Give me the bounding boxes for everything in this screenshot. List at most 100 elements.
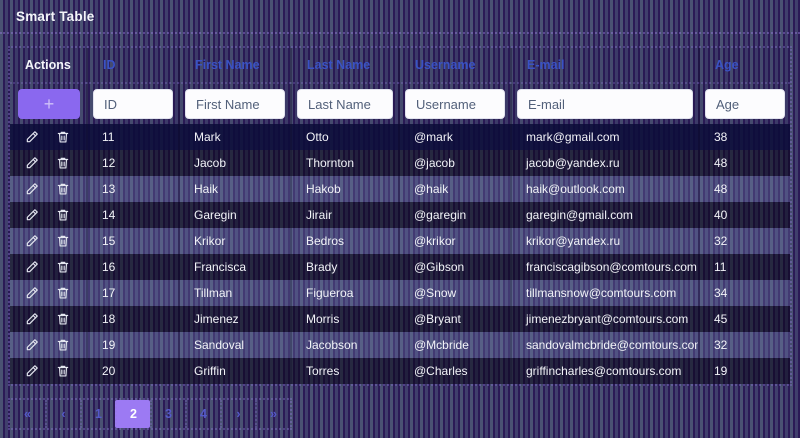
- edit-row-button[interactable]: [24, 286, 39, 301]
- delete-row-button[interactable]: [55, 312, 70, 327]
- row-actions-cell: [10, 176, 86, 202]
- table-row[interactable]: 16 Francisca Brady @Gibson franciscagibs…: [10, 254, 790, 280]
- row-actions-cell: [10, 202, 86, 228]
- delete-row-button[interactable]: [55, 364, 70, 379]
- table-row[interactable]: 20 Griffin Torres @Charles griffincharle…: [10, 358, 790, 384]
- row-actions-cell: [10, 280, 86, 306]
- cell-username: @Bryant: [398, 306, 510, 332]
- delete-row-button[interactable]: [55, 286, 70, 301]
- cell-username: @mark: [398, 124, 510, 150]
- cell-age: 45: [698, 306, 790, 332]
- cell-last-name: Bedros: [290, 228, 398, 254]
- cell-username: @krikor: [398, 228, 510, 254]
- cell-age: 11: [698, 254, 790, 280]
- row-actions-cell: [10, 228, 86, 254]
- delete-row-button[interactable]: [55, 260, 70, 275]
- cell-first-name: Haik: [178, 176, 290, 202]
- table-row[interactable]: 15 Krikor Bedros @krikor krikor@yandex.r…: [10, 228, 790, 254]
- edit-row-button[interactable]: [24, 208, 39, 223]
- cell-first-name: Francisca: [178, 254, 290, 280]
- cell-id: 16: [86, 254, 178, 280]
- column-header-username[interactable]: Username: [398, 48, 510, 82]
- cell-age: 40: [698, 202, 790, 228]
- column-header-last-name[interactable]: Last Name: [290, 48, 398, 82]
- delete-row-button[interactable]: [55, 234, 70, 249]
- cell-id: 18: [86, 306, 178, 332]
- table-row[interactable]: 14 Garegin Jirair @garegin garegin@gmail…: [10, 202, 790, 228]
- edit-row-button[interactable]: [24, 364, 39, 379]
- delete-row-button[interactable]: [55, 208, 70, 223]
- pagination-next[interactable]: ›: [220, 400, 255, 428]
- trash-icon: [56, 260, 70, 274]
- filter-input-age[interactable]: [705, 89, 785, 119]
- edit-row-button[interactable]: [24, 260, 39, 275]
- cell-last-name: Jirair: [290, 202, 398, 228]
- trash-icon: [56, 312, 70, 326]
- column-header-email[interactable]: E-mail: [510, 48, 698, 82]
- pagination-page-2[interactable]: 2: [115, 400, 150, 428]
- pagination-page-4[interactable]: 4: [185, 400, 220, 428]
- cell-email: mark@gmail.com: [510, 124, 698, 150]
- cell-last-name: Thornton: [290, 150, 398, 176]
- cell-first-name: Jimenez: [178, 306, 290, 332]
- cell-username: @Mcbride: [398, 332, 510, 358]
- filter-input-email[interactable]: [517, 89, 693, 119]
- cell-id: 14: [86, 202, 178, 228]
- filter-input-last-name[interactable]: [297, 89, 393, 119]
- table-row[interactable]: 12 Jacob Thornton @jacob jacob@yandex.ru…: [10, 150, 790, 176]
- cell-email: jimenezbryant@comtours.com: [510, 306, 698, 332]
- table-row[interactable]: 11 Mark Otto @mark mark@gmail.com 38: [10, 124, 790, 150]
- pagination-last[interactable]: »: [255, 400, 290, 428]
- column-header-first-name[interactable]: First Name: [178, 48, 290, 82]
- cell-id: 20: [86, 358, 178, 384]
- edit-row-button[interactable]: [24, 182, 39, 197]
- smart-table-panel: Actions ID First Name Last Name Username…: [8, 46, 792, 386]
- edit-row-button[interactable]: [24, 234, 39, 249]
- cell-email: griffincharles@comtours.com: [510, 358, 698, 384]
- cell-first-name: Tillman: [178, 280, 290, 306]
- cell-last-name: Hakob: [290, 176, 398, 202]
- column-header-age[interactable]: Age: [698, 48, 790, 82]
- add-row-button[interactable]: +: [18, 89, 80, 119]
- trash-icon: [56, 338, 70, 352]
- titlebar: Smart Table: [0, 0, 800, 34]
- pagination-page-3[interactable]: 3: [150, 400, 185, 428]
- cell-id: 13: [86, 176, 178, 202]
- cell-last-name: Figueroa: [290, 280, 398, 306]
- filter-input-first-name[interactable]: [185, 89, 285, 119]
- pagination-page-1[interactable]: 1: [80, 400, 115, 428]
- edit-row-button[interactable]: [24, 156, 39, 171]
- pencil-icon: [25, 130, 39, 144]
- cell-id: 15: [86, 228, 178, 254]
- cell-last-name: Torres: [290, 358, 398, 384]
- trash-icon: [56, 286, 70, 300]
- trash-icon: [56, 182, 70, 196]
- pagination-prev[interactable]: ‹: [45, 400, 80, 428]
- cell-email: krikor@yandex.ru: [510, 228, 698, 254]
- pencil-icon: [25, 338, 39, 352]
- cell-first-name: Jacob: [178, 150, 290, 176]
- cell-email: garegin@gmail.com: [510, 202, 698, 228]
- edit-row-button[interactable]: [24, 130, 39, 145]
- filter-input-id[interactable]: [93, 89, 173, 119]
- delete-row-button[interactable]: [55, 130, 70, 145]
- table-row[interactable]: 19 Sandoval Jacobson @Mcbride sandovalmc…: [10, 332, 790, 358]
- edit-row-button[interactable]: [24, 338, 39, 353]
- cell-last-name: Jacobson: [290, 332, 398, 358]
- cell-email: franciscagibson@comtours.com: [510, 254, 698, 280]
- table-row[interactable]: 17 Tillman Figueroa @Snow tillmansnow@co…: [10, 280, 790, 306]
- cell-age: 32: [698, 228, 790, 254]
- table-row[interactable]: 13 Haik Hakob @haik haik@outlook.com 48: [10, 176, 790, 202]
- delete-row-button[interactable]: [55, 156, 70, 171]
- column-header-id[interactable]: ID: [86, 48, 178, 82]
- cell-email: jacob@yandex.ru: [510, 150, 698, 176]
- delete-row-button[interactable]: [55, 182, 70, 197]
- pencil-icon: [25, 182, 39, 196]
- delete-row-button[interactable]: [55, 338, 70, 353]
- cell-age: 38: [698, 124, 790, 150]
- filter-input-username[interactable]: [405, 89, 505, 119]
- edit-row-button[interactable]: [24, 312, 39, 327]
- pencil-icon: [25, 234, 39, 248]
- pagination-first[interactable]: «: [10, 400, 45, 428]
- table-row[interactable]: 18 Jimenez Morris @Bryant jimenezbryant@…: [10, 306, 790, 332]
